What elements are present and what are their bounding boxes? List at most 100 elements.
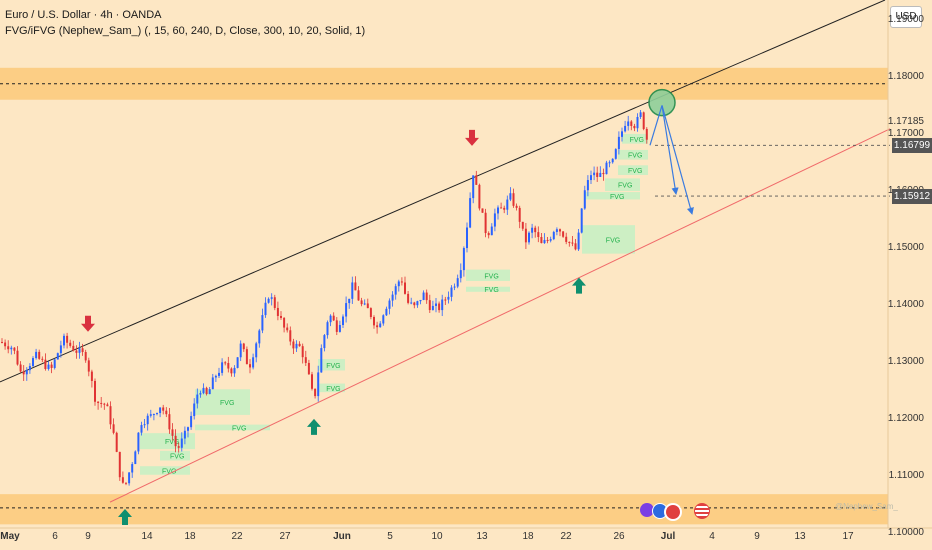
candle-body-160 <box>497 207 499 214</box>
candle-body-99 <box>307 362 310 375</box>
candle-body-94 <box>292 341 295 349</box>
price-label-0: 1.17185 <box>887 116 924 128</box>
signal-arrows <box>81 129 586 525</box>
candle-body-114 <box>354 282 357 291</box>
fvg-label-7: FVG <box>484 273 498 280</box>
candle-body-31 <box>97 401 100 403</box>
event-icon-flash[interactable] <box>640 503 654 517</box>
candle-body-190 <box>590 175 592 181</box>
candle-body-92 <box>286 327 289 331</box>
candle-body-69 <box>214 375 217 378</box>
symbol-title[interactable]: Euro / U.S. Dollar · 4h · OANDA <box>5 9 162 21</box>
candle-body-70 <box>218 372 220 376</box>
candle-body-147 <box>456 278 459 287</box>
candle-body-50 <box>156 413 158 415</box>
candle-body-86 <box>267 298 270 303</box>
candle-body-127 <box>394 286 397 295</box>
candle-body-183 <box>568 241 571 243</box>
candle-body-208 <box>645 128 648 140</box>
fvg-box-5 <box>318 359 345 371</box>
candle-body-112 <box>348 298 351 304</box>
currency-button[interactable]: USD <box>890 6 922 28</box>
candle-body-201 <box>624 125 627 132</box>
fvg-box-12 <box>618 165 648 175</box>
x-tick-label: 17 <box>842 531 854 542</box>
candle-body-84 <box>261 315 264 331</box>
candle-body-171 <box>531 227 534 233</box>
candle-body-182 <box>565 236 568 242</box>
y-tick-label: 1.12000 <box>887 412 924 424</box>
fvg-box-14 <box>622 133 648 144</box>
candles <box>1 109 648 486</box>
candle-body-82 <box>255 343 258 358</box>
event-icon-target[interactable] <box>664 503 682 521</box>
candle-body-121 <box>376 325 379 328</box>
fvg-label-10: FVG <box>610 194 624 201</box>
candle-body-152 <box>472 175 475 199</box>
x-tick-label: 27 <box>279 531 291 542</box>
candle-body-17 <box>53 359 56 368</box>
candle-body-80 <box>249 364 251 368</box>
candle-body-79 <box>245 349 248 365</box>
candle-body-45 <box>140 425 143 433</box>
candle-body-9 <box>28 366 31 371</box>
candle-body-163 <box>506 199 509 210</box>
candle-body-128 <box>397 281 400 287</box>
candle-body-134 <box>416 301 419 306</box>
candle-body-52 <box>162 407 165 411</box>
candle-body-155 <box>481 208 484 213</box>
candle-body-55 <box>171 429 174 436</box>
candle-body-98 <box>304 357 307 363</box>
supply-demand-zones <box>0 67 888 525</box>
candle-body-65 <box>202 387 205 394</box>
down-arrow-marker-1 <box>465 129 479 146</box>
candle-body-135 <box>419 299 422 302</box>
candle-body-8 <box>25 370 28 375</box>
candle-body-200 <box>621 131 623 137</box>
candle-body-85 <box>264 302 267 316</box>
x-tick-label: 13 <box>476 531 488 542</box>
candle-body-1 <box>4 342 7 347</box>
x-tick-label: 6 <box>52 531 58 542</box>
candle-body-148 <box>459 270 462 279</box>
candle-body-66 <box>205 387 208 395</box>
candle-body-48 <box>149 414 152 416</box>
candle-body-185 <box>574 243 577 250</box>
candle-body-100 <box>311 374 313 389</box>
candle-body-72 <box>224 362 227 364</box>
candle-body-32 <box>100 402 103 404</box>
candle-body-184 <box>571 242 574 244</box>
candle-body-104 <box>323 335 326 349</box>
x-tick-label: 13 <box>794 531 806 542</box>
candle-body-22 <box>69 342 72 346</box>
indicator-legend[interactable]: FVG/iFVG (Nephew_Sam_) (, 15, 60, 240, D… <box>5 25 366 37</box>
candle-body-46 <box>143 424 146 426</box>
candle-body-7 <box>22 371 25 375</box>
candle-body-34 <box>106 404 109 407</box>
us-flag-icon[interactable] <box>694 503 710 519</box>
candle-body-178 <box>552 231 555 240</box>
y-tick-label: 1.11000 <box>888 469 924 481</box>
candle-body-141 <box>438 303 441 311</box>
candle-body-28 <box>87 360 90 372</box>
candle-body-186 <box>577 232 580 250</box>
candle-body-123 <box>382 315 385 324</box>
candle-body-118 <box>366 303 369 309</box>
candle-body-206 <box>639 112 642 117</box>
candle-body-19 <box>59 345 62 354</box>
candle-body-29 <box>90 371 93 381</box>
candle-body-137 <box>425 292 428 301</box>
candle-body-119 <box>369 308 372 318</box>
y-tick-label: 1.15000 <box>887 241 924 253</box>
dashed-levels <box>655 144 890 197</box>
fvg-box-8 <box>466 286 510 292</box>
candle-body-2 <box>7 346 10 350</box>
candle-body-198 <box>614 149 617 159</box>
y-tick-label: 1.13000 <box>887 355 924 367</box>
candle-body-74 <box>230 368 233 374</box>
candle-body-90 <box>280 315 282 318</box>
candle-body-193 <box>599 172 602 177</box>
candle-body-88 <box>273 297 276 308</box>
candle-body-83 <box>258 330 261 344</box>
